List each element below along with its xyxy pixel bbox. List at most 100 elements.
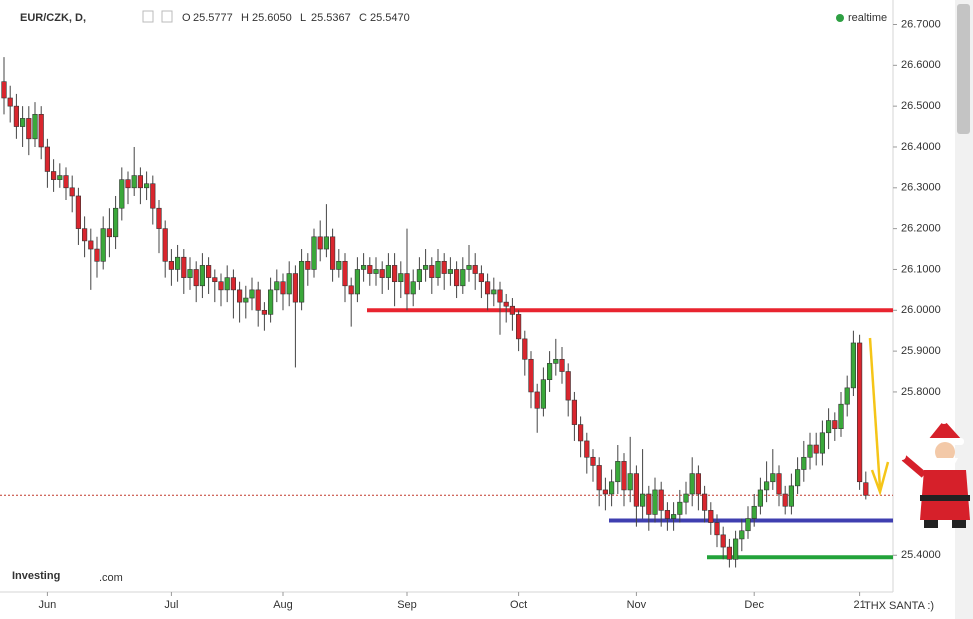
candle-body <box>94 248 100 262</box>
candle-body <box>267 289 274 315</box>
scrollbar[interactable] <box>955 0 973 619</box>
candle-body <box>404 273 410 295</box>
status: realtime <box>848 12 887 24</box>
candle-body <box>807 444 813 458</box>
candle-body <box>385 265 392 278</box>
x-tick-label: Sep <box>397 599 417 611</box>
candle-body <box>286 273 292 295</box>
icon[interactable] <box>161 10 173 23</box>
candle-body <box>212 277 218 283</box>
candle-body <box>745 518 751 532</box>
candle-body <box>373 269 379 274</box>
candle-body <box>751 505 757 519</box>
candle-body <box>670 514 677 519</box>
candle-body <box>590 456 596 466</box>
y-tick-label: 26.0000 <box>901 304 941 316</box>
candle-body <box>131 175 137 189</box>
candle-body <box>38 114 44 148</box>
candle-body <box>757 489 763 507</box>
candle-body <box>770 473 776 483</box>
candle-body <box>274 281 280 291</box>
candle-body <box>119 179 125 209</box>
y-tick-label: 26.2000 <box>901 223 941 235</box>
candle-body <box>26 118 32 140</box>
candle-body <box>615 461 621 483</box>
candle-body <box>714 522 720 536</box>
candle-body <box>856 342 863 483</box>
candle-body <box>237 289 243 303</box>
candle-body <box>441 260 447 274</box>
x-tick-label: Oct <box>510 599 527 611</box>
candle-body <box>565 371 571 401</box>
candle-body <box>422 265 429 270</box>
ohlc-value: 25.6050 <box>252 12 292 24</box>
candle-body <box>794 469 801 487</box>
decorations <box>868 337 970 528</box>
candle-body <box>844 387 850 405</box>
candle-body <box>342 260 348 287</box>
arrow <box>868 337 882 489</box>
candle-body <box>726 546 732 560</box>
candle-body <box>311 236 317 270</box>
candle-body <box>652 489 658 515</box>
candle-body <box>664 510 670 519</box>
candle-body <box>354 269 361 295</box>
candle-body <box>144 183 150 189</box>
candle-body <box>175 256 181 270</box>
candle-body <box>106 228 112 238</box>
x-tick-label: Jul <box>164 599 178 611</box>
candle-body <box>546 363 553 380</box>
candle-body <box>206 265 212 278</box>
y-tick-label: 25.8000 <box>901 386 941 398</box>
candle-body <box>646 493 652 515</box>
candle-body <box>410 281 416 295</box>
candle-body <box>577 424 584 442</box>
candle-body <box>305 260 311 270</box>
x-tick-label: 21 <box>853 599 865 611</box>
ohlc-value: 25.5777 <box>193 12 233 24</box>
candle-body <box>460 269 466 287</box>
candle-body <box>280 281 286 295</box>
candle-body <box>348 285 354 295</box>
candle-body <box>168 260 175 270</box>
ohlc-value: 25.5367 <box>311 12 351 24</box>
x-tick-label: Aug <box>273 599 293 611</box>
scrollbar-thumb[interactable] <box>957 4 970 134</box>
candle-body <box>509 305 516 315</box>
candle-body <box>193 269 199 287</box>
icon[interactable] <box>142 10 154 23</box>
candle-body <box>150 183 156 209</box>
candle-body <box>515 314 522 340</box>
candle-body <box>472 265 478 274</box>
candle-body <box>701 493 708 511</box>
y-tick-label: 25.4000 <box>901 549 941 561</box>
candle-body <box>534 391 540 409</box>
candle-body <box>1 81 7 99</box>
candle-body <box>82 228 88 242</box>
candle-body <box>125 179 131 189</box>
candle-body <box>825 420 832 434</box>
candle-body <box>323 236 330 250</box>
y-tick-label: 26.5000 <box>901 100 941 112</box>
candle-body <box>379 269 385 278</box>
candle-body <box>416 269 423 283</box>
y-tick-label: 26.6000 <box>901 59 941 71</box>
brand-suffix: .com <box>99 572 123 584</box>
candle-body <box>137 175 144 189</box>
candle-body <box>739 530 745 540</box>
candle-body <box>683 493 689 503</box>
ohlc-label: L <box>300 12 306 24</box>
y-tick-label: 26.3000 <box>901 182 941 194</box>
candle-body <box>367 265 373 274</box>
candle-body <box>100 228 106 262</box>
candle-body <box>50 171 57 180</box>
candle-body <box>13 105 19 127</box>
candle-body <box>7 97 13 107</box>
candle-body <box>801 456 807 470</box>
candle-body <box>261 309 268 315</box>
santa <box>898 416 970 528</box>
candle-body <box>391 265 398 283</box>
candle-body <box>608 481 615 495</box>
candle-body <box>317 236 323 250</box>
